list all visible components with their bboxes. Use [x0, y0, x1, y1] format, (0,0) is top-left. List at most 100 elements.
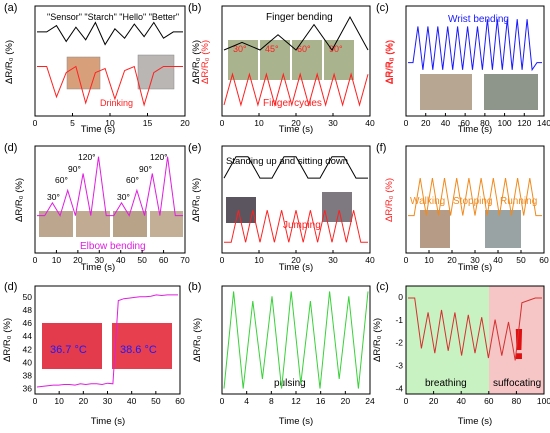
panel-e: (e) Time (s) ΔR/R₀ (%) Standing up and s…: [188, 142, 375, 273]
series-line-i-breathing: [408, 297, 542, 361]
ylabel-a-right: ΔR/R₀ (%): [200, 40, 211, 84]
x-tick-label-b: 40: [365, 118, 375, 128]
panel-d: (d) Time (s) ΔR/R₀ (%) Elbow bending 30°…: [4, 142, 190, 273]
x-tick-label-a: 0: [33, 118, 38, 128]
x-tick-label-i: 0: [404, 396, 409, 406]
x-tick-label-d: 30: [95, 255, 105, 265]
x-tick-label-g: 20: [79, 396, 89, 406]
x-tick-label-g: 0: [33, 396, 38, 406]
xlabel-g: Time (s): [91, 416, 125, 427]
x-tick-label-h: 20: [341, 396, 351, 406]
photo-wrist-1: [420, 74, 472, 110]
x-tick-label-h: 24: [365, 396, 375, 406]
annotation-breathing: breathing: [425, 378, 467, 389]
y-tick-label-i: -2: [395, 338, 403, 348]
xlabel-c: Time (s): [458, 124, 492, 135]
photo-finger-90: [324, 40, 354, 80]
xlabel-h: Time (s): [279, 416, 313, 427]
elbow-angle-30b: 30°: [117, 192, 130, 202]
x-tick-label-g: 60: [175, 396, 185, 406]
series-line-b-finger: [223, 15, 369, 51]
y-tick-label-g: 36: [23, 384, 33, 394]
annotation-wrist-bending: Wrist bending: [448, 14, 509, 25]
x-tick-label-h: 12: [291, 396, 301, 406]
panel-i: (c) Time (s) ΔR/R₀ (%) breathing suffoca…: [372, 281, 550, 427]
x-tick-label-d: 50: [137, 255, 147, 265]
panel-label-d: (d): [4, 142, 17, 154]
x-ticks-d: 0 10 20 30 40 50 60 70: [33, 250, 190, 265]
annotation-sensor-words: "Sensor" "Starch" "Hello" "Better": [47, 12, 179, 22]
x-ticks-a: 0 5 10 15 20: [33, 113, 190, 128]
y-tick-label-i: 0: [398, 292, 403, 302]
elbow-angle-90a: 90°: [68, 164, 81, 174]
panel-f: (f) Time (s) ΔR/R₀ (%) Walking Stopping …: [376, 142, 549, 273]
series-line-d-elbow: [37, 156, 183, 217]
temp-label-2: 38.6 °C: [120, 344, 157, 356]
x-tick-label-a: 15: [143, 118, 153, 128]
x-tick-label-g: 10: [54, 396, 64, 406]
x-tick-label-c: 0: [404, 118, 409, 128]
annotation-drinking: Drinking: [100, 98, 133, 108]
annotation-jumping: Jumping: [283, 220, 321, 231]
x-tick-label-c: 120: [517, 118, 531, 128]
ylabel-d: ΔR/R₀ (%): [14, 178, 25, 222]
ylabel-c: ΔR/R₀ (%): [384, 40, 395, 84]
x-tick-label-f: 60: [539, 255, 549, 265]
y-tick-label-g: 42: [23, 344, 33, 354]
photo-standing: [226, 197, 256, 223]
panel-g: (d) Time (s) ΔR/R₀ (%) 36.7 °C 38.6 °C 3…: [2, 281, 185, 427]
y-tick-label-g: 48: [23, 305, 33, 315]
ylabel-f: ΔR/R₀ (%): [384, 178, 395, 222]
x-tick-label-a: 5: [70, 118, 75, 128]
series-line-a-drinking: [37, 65, 183, 107]
panel-label-h: (b): [188, 281, 201, 293]
series-line-f-walking: [408, 178, 542, 217]
elbow-angle-60b: 60°: [126, 175, 139, 185]
ylabel-e: ΔR/R₀ (%): [191, 178, 202, 222]
x-tick-label-b: 20: [291, 118, 301, 128]
x-tick-label-f: 20: [447, 255, 457, 265]
elbow-angle-120a: 120°: [78, 152, 96, 162]
x-tick-label-c: 80: [480, 118, 490, 128]
x-tick-label-i: 60: [484, 396, 494, 406]
y-tick-label-g: 40: [23, 357, 33, 367]
x-tick-label-f: 10: [424, 255, 434, 265]
thermal-image-2: [112, 323, 172, 369]
x-tick-label-b: 30: [328, 118, 338, 128]
x-tick-label-a: 10: [105, 118, 115, 128]
x-ticks-g: 0 10 20 30 40 50 60: [33, 391, 185, 406]
panel-label-i: (c): [376, 281, 389, 293]
photo-wrist-2: [484, 74, 538, 110]
ylabel-i: ΔR/R₀ (%): [372, 318, 383, 362]
panel-label-b: (b): [188, 2, 201, 14]
x-tick-label-f: 30: [470, 255, 480, 265]
ylabel-b-left: ΔR/R₀ (%): [191, 40, 202, 84]
y-tick-label-g: 50: [23, 292, 33, 302]
x-tick-label-c: 60: [460, 118, 470, 128]
x-tick-label-h: 16: [316, 396, 326, 406]
x-tick-label-b: 0: [220, 118, 225, 128]
series-line-h-pulse: [223, 291, 369, 389]
x-tick-label-e: 40: [365, 255, 375, 265]
photo-elbow-1: [39, 211, 73, 237]
series-line-e-standing: [223, 156, 368, 179]
series-line-c-wrist: [408, 19, 542, 72]
y-tick-label-g: 46: [23, 318, 33, 328]
photo-knee-1: [420, 210, 450, 248]
photo-elbow-3: [113, 211, 147, 237]
plot-frame-i: [405, 285, 545, 395]
y-ticks-i: 0 -1 -2 -3 -4: [395, 292, 403, 394]
x-tick-label-e: 0: [220, 255, 225, 265]
x-tick-label-h: 0: [220, 396, 225, 406]
series-line-e-jumping: [224, 210, 368, 243]
x-tick-label-d: 10: [52, 255, 62, 265]
x-tick-label-d: 40: [116, 255, 126, 265]
x-ticks-e: 0 10 20 30 40: [220, 250, 375, 265]
y-tick-label-g: 38: [23, 370, 33, 380]
x-tick-label-a: 20: [180, 118, 190, 128]
x-tick-label-d: 20: [73, 255, 83, 265]
series-line-a-speech: [37, 21, 183, 46]
x-tick-label-g: 40: [127, 396, 137, 406]
x-ticks-i: 0 20 40 60 80 100: [404, 391, 550, 406]
